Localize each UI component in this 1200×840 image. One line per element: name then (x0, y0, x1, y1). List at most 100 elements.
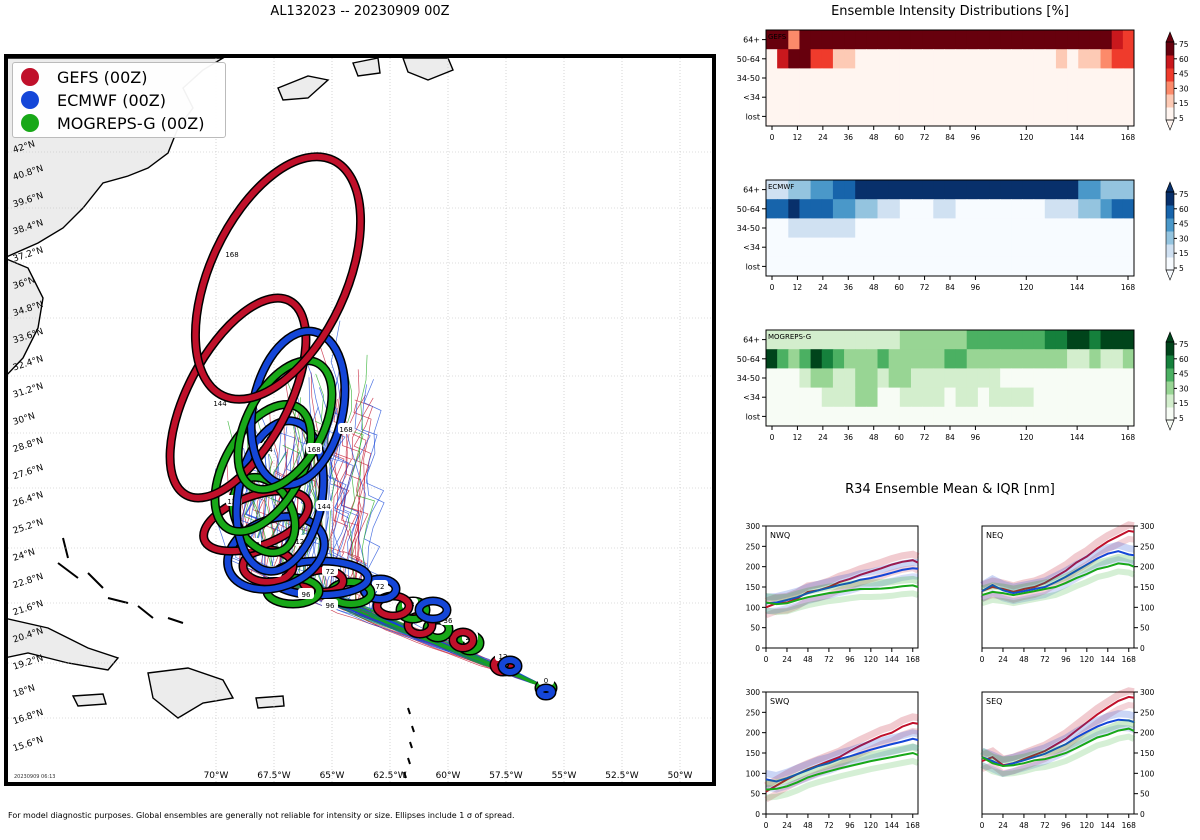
spread-ellipse (235, 357, 335, 493)
colorbar-tick-label: 75 (1179, 340, 1189, 349)
r34-x-label: 48 (1019, 821, 1029, 830)
nova-scotia (277, 75, 330, 101)
intensity-cell (1100, 218, 1113, 239)
intensity-cell (844, 406, 856, 427)
colorbar-max-arrow (1165, 181, 1175, 193)
intensity-cell (788, 49, 800, 69)
intensity-cell (1022, 218, 1035, 239)
intensity-cell (788, 387, 800, 408)
intensity-cell (1067, 256, 1079, 277)
intensity-cell (810, 30, 823, 50)
intensity-cell (777, 30, 789, 50)
intensity-cell (989, 368, 1001, 389)
intensity-cell (799, 218, 812, 239)
ensemble-track (300, 406, 549, 689)
latitude-label: 30°N (12, 411, 37, 428)
intensity-cell (1122, 68, 1135, 89)
r34-x-label: 96 (1061, 821, 1071, 830)
intensity-cell (955, 199, 968, 219)
intensity-cell (966, 218, 979, 239)
intensity-x-label: 84 (945, 283, 955, 292)
intensity-cell (799, 87, 812, 108)
intensity-cell (888, 349, 901, 369)
intensity-cell (810, 49, 823, 69)
intensity-cell (955, 49, 968, 69)
intensity-x-label: 0 (770, 433, 775, 442)
intensity-cell (777, 49, 789, 69)
r34-x-label: 120 (864, 821, 879, 830)
intensity-cell (1100, 199, 1113, 219)
intensity-cell (1089, 49, 1102, 69)
intensity-cell (922, 218, 934, 239)
ellipse-label: 96 (302, 591, 311, 599)
intensity-row-label: lost (746, 412, 760, 421)
intensity-cell (888, 49, 901, 69)
longitude-label: 62.5°W (373, 771, 407, 781)
intensity-cell (899, 180, 912, 200)
ellipse-label: 12 (499, 653, 508, 661)
intensity-cell (1089, 256, 1102, 277)
intensity-cell (866, 349, 879, 369)
intensity-cell (832, 256, 845, 277)
intensity-cell (989, 406, 1001, 427)
intensity-cell (1011, 256, 1023, 277)
intensity-cell (799, 68, 812, 89)
intensity-cell (1044, 330, 1057, 350)
intensity-x-label: 168 (1121, 133, 1136, 142)
intensity-cell (955, 68, 968, 89)
colorbar-min-arrow (1165, 419, 1175, 431)
intensity-cell (944, 237, 957, 258)
intensity-cell (866, 180, 879, 200)
intensity-cell (832, 87, 845, 108)
intensity-cell (1011, 330, 1023, 350)
intensity-cell (1122, 199, 1135, 219)
intensity-cell (1022, 256, 1035, 277)
intensity-cell (910, 387, 923, 408)
longitude-label: 50°W (668, 771, 693, 781)
intensity-cell (966, 30, 979, 50)
mogreps-marker-icon (21, 114, 39, 132)
intensity-cell (1089, 199, 1102, 219)
intensity-cell (1000, 256, 1012, 277)
intensity-cell (1089, 406, 1102, 427)
intensity-cell (910, 68, 923, 89)
r34-y-label: 300 (1140, 688, 1155, 697)
intensity-cell (832, 218, 845, 239)
intensity-cell (799, 349, 812, 369)
colorbar-tick-label: 45 (1179, 370, 1189, 379)
r34-x-label: 168 (906, 655, 921, 664)
intensity-cell (821, 218, 834, 239)
r34-y-label: 150 (746, 749, 761, 758)
intensity-cell (922, 406, 934, 427)
intensity-cell (1011, 180, 1023, 200)
intensity-cell (777, 330, 789, 350)
intensity-cell (966, 330, 979, 350)
colorbar-tick-label: 45 (1179, 220, 1189, 229)
r34-y-label: 150 (746, 583, 761, 592)
intensity-cell (1000, 368, 1012, 389)
intensity-cell (955, 180, 968, 200)
intensity-cell (844, 387, 856, 408)
colorbar-segment (1166, 381, 1174, 395)
intensity-cell (832, 49, 845, 69)
intensity-cell (855, 87, 867, 108)
intensity-cell (877, 406, 890, 427)
intensity-cell (1033, 180, 1046, 200)
intensity-cell (910, 349, 923, 369)
intensity-cell (855, 68, 867, 89)
intensity-cell (821, 106, 834, 127)
intensity-cell (989, 199, 1001, 219)
intensity-cell (1078, 330, 1090, 350)
intensity-cell (1122, 87, 1135, 108)
intensity-cell (821, 49, 834, 69)
intensity-cell (788, 180, 800, 200)
track-map[interactable]: 0 12 24 36 48 72 72 96 96 96 120 120 120 144 144 144 168… (4, 54, 716, 786)
intensity-cell (821, 180, 834, 200)
intensity-cell (1089, 30, 1102, 50)
intensity-x-label: 48 (869, 133, 879, 142)
intensity-cell (1067, 349, 1079, 369)
colorbar-segment (1166, 244, 1174, 258)
r34-iqr-upper (765, 729, 919, 780)
intensity-cell (955, 106, 968, 127)
r34-mean-line (981, 562, 1135, 597)
